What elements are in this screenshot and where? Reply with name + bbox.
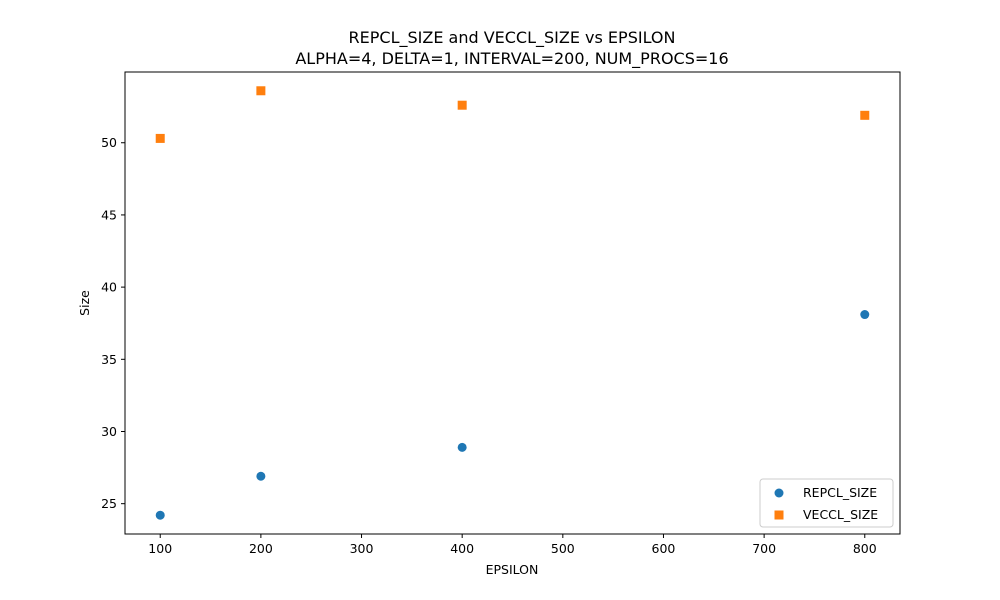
data-point-repcl-size xyxy=(860,310,870,320)
legend-marker-veccl-size xyxy=(774,510,784,520)
plot-background xyxy=(125,72,900,534)
x-tick-label: 500 xyxy=(551,541,575,556)
x-tick-label: 700 xyxy=(752,541,776,556)
data-point-veccl-size xyxy=(860,110,870,120)
y-tick-label: 50 xyxy=(101,135,117,150)
data-point-repcl-size xyxy=(256,471,266,481)
data-point-repcl-size xyxy=(457,442,467,452)
y-axis: 25 30 35 40 45 50 xyxy=(101,135,125,511)
y-tick-label: 40 xyxy=(101,280,117,295)
data-point-repcl-size xyxy=(155,510,165,520)
x-tick-label: 300 xyxy=(350,541,374,556)
chart-title: REPCL_SIZE and VECCL_SIZE vs EPSILON xyxy=(349,28,676,48)
x-tick-label: 200 xyxy=(249,541,273,556)
y-axis-label: Size xyxy=(77,290,92,316)
x-tick-label: 100 xyxy=(148,541,172,556)
plot-frame xyxy=(124,71,901,535)
y-tick-label: 25 xyxy=(101,496,117,511)
x-tick-label: 400 xyxy=(450,541,474,556)
data-point-veccl-size xyxy=(155,133,165,143)
legend-label-veccl-size: VECCL_SIZE xyxy=(803,507,878,522)
plot-area xyxy=(125,72,900,534)
legend: REPCL_SIZE VECCL_SIZE xyxy=(759,478,894,528)
y-tick-label: 35 xyxy=(101,352,117,367)
y-tick-label: 45 xyxy=(101,207,117,222)
chart-subtitle: ALPHA=4, DELTA=1, INTERVAL=200, NUM_PROC… xyxy=(295,49,728,69)
x-axis-label: EPSILON xyxy=(486,562,539,577)
y-tick-label: 30 xyxy=(101,424,117,439)
data-point-veccl-size xyxy=(256,86,266,96)
legend-frame xyxy=(759,478,894,528)
data-markers xyxy=(155,86,870,520)
x-tick-label: 600 xyxy=(652,541,676,556)
data-point-veccl-size xyxy=(457,100,467,110)
x-axis: 100 200 300 400 500 600 700 800 xyxy=(148,534,877,556)
x-tick-label: 800 xyxy=(853,541,877,556)
legend-label-repcl-size: REPCL_SIZE xyxy=(803,485,877,500)
legend-marker-repcl-size xyxy=(774,488,784,498)
